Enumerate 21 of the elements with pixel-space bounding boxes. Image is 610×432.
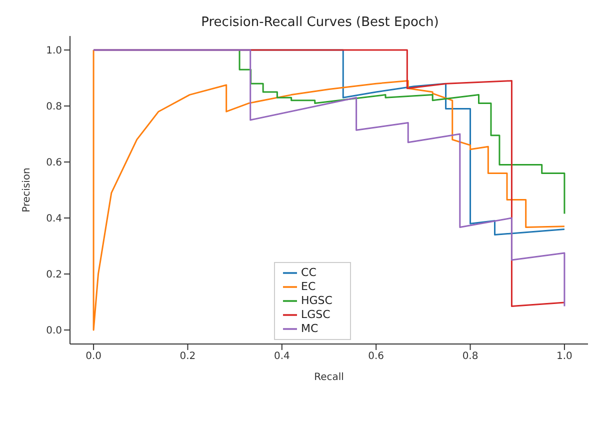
x-tick-label: 0.8 (462, 351, 478, 362)
y-tick-label: 0.6 (46, 158, 62, 169)
x-tick-label: 0.2 (180, 351, 196, 362)
legend-label: HGSC (301, 294, 332, 308)
legend-label: CC (301, 266, 316, 280)
x-axis-title: Recall (314, 372, 344, 383)
x-tick-label: 0.4 (274, 351, 290, 362)
y-tick-label: 0.8 (46, 102, 62, 113)
legend-label: EC (301, 280, 316, 294)
x-tick-label: 1.0 (556, 351, 572, 362)
chart-title: Precision-Recall Curves (Best Epoch) (201, 15, 439, 30)
y-tick-label: 0.2 (46, 270, 62, 281)
legend-label: MC (301, 322, 318, 336)
line-series (238, 49, 566, 215)
y-axis-title: Precision (22, 168, 33, 212)
x-tick-label: 0.0 (86, 351, 102, 362)
legend-label: LGSC (301, 308, 330, 322)
x-tick-label: 0.6 (368, 351, 384, 362)
y-tick-label: 0.0 (46, 326, 62, 337)
y-tick-label: 0.4 (46, 214, 62, 225)
y-tick-label: 1.0 (46, 46, 62, 57)
